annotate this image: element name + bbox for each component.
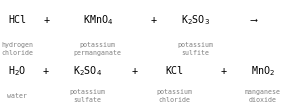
Text: H$_2$O: H$_2$O: [8, 64, 26, 78]
Text: ⟶: ⟶: [250, 15, 256, 25]
Text: +: +: [221, 66, 226, 76]
Text: water: water: [7, 93, 27, 99]
Text: manganese
dioxide: manganese dioxide: [245, 89, 281, 102]
Text: hydrogen
chloride: hydrogen chloride: [1, 42, 33, 56]
Text: MnO$_2$: MnO$_2$: [251, 64, 275, 78]
Text: HCl: HCl: [8, 15, 26, 25]
Text: KCl: KCl: [166, 66, 184, 76]
Text: potassium
permanganate: potassium permanganate: [74, 42, 122, 56]
Text: +: +: [151, 15, 157, 25]
Text: +: +: [43, 66, 49, 76]
Text: +: +: [132, 66, 138, 76]
Text: +: +: [44, 15, 50, 25]
Text: potassium
sulfite: potassium sulfite: [177, 42, 213, 56]
Text: KMnO$_4$: KMnO$_4$: [83, 13, 113, 27]
Text: potassium
sulfate: potassium sulfate: [69, 89, 105, 102]
Text: K$_2$SO$_3$: K$_2$SO$_3$: [181, 13, 210, 27]
Text: K$_2$SO$_4$: K$_2$SO$_4$: [73, 64, 102, 78]
Text: potassium
chloride: potassium chloride: [157, 89, 193, 102]
